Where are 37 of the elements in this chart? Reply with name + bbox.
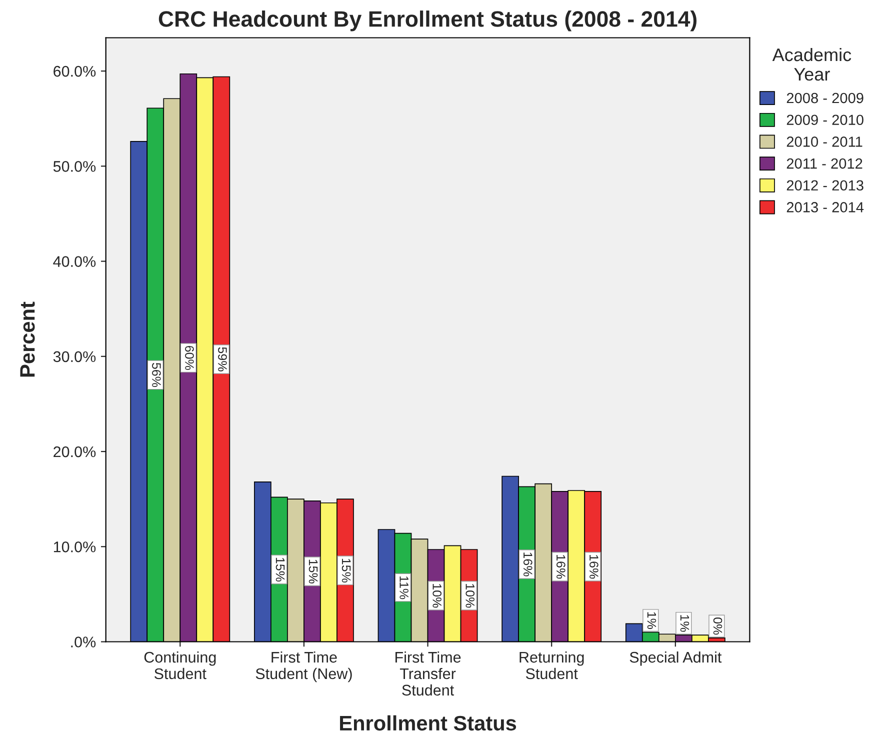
legend-title: Academic Year: [772, 48, 852, 81]
data-label: 59%: [218, 347, 227, 372]
legend-label: 2008 - 2009: [786, 92, 864, 104]
y-tick-label: 10.0%: [54, 542, 96, 552]
data-label: 0%: [713, 618, 722, 635]
data-label: 56%: [152, 362, 161, 388]
data-label: 1%: [647, 612, 656, 629]
y-tick-label: 60.0%: [54, 66, 96, 77]
x-tick-label: Returning Student: [520, 651, 584, 680]
data-label: 15%: [308, 560, 318, 584]
data-label: 11%: [400, 576, 408, 600]
x-tick-label: Continuing Student: [144, 651, 216, 680]
data-label: 16%: [523, 552, 532, 576]
y-tick-label: 50.0%: [53, 161, 96, 172]
chart-title: CRC Headcount By Enrollment Status (2008 - 2014): [158, 10, 696, 32]
y-tick-label: 20.0%: [54, 446, 96, 458]
data-label: 15%: [342, 558, 351, 582]
y-tick-label: 40.0%: [53, 256, 96, 267]
x-tick-label: First Time Student (New): [256, 651, 352, 682]
y-tick-label: .0%: [71, 636, 96, 648]
x-tick-label: Special Admit: [630, 651, 722, 666]
y-tick-label: 30.0%: [53, 351, 96, 362]
legend-label: 2012 - 2013: [786, 180, 864, 191]
data-label: 16%: [556, 555, 566, 579]
data-label: 60%: [185, 346, 194, 370]
legend-label: 2011 - 2012: [786, 158, 862, 169]
x-tick-label: First Time Transfer Student: [396, 651, 461, 696]
legend-label: 2009 - 2010: [786, 114, 864, 126]
legend-label: 2010 - 2011: [786, 136, 862, 147]
data-label: 10%: [432, 584, 442, 608]
data-label: 15%: [276, 558, 285, 582]
y-axis-title: Percent: [20, 302, 35, 377]
x-axis-title: Enrollment Status: [340, 715, 516, 731]
data-label: 10%: [466, 584, 475, 608]
legend-label: 2013 - 2014: [786, 202, 864, 212]
data-label: 16%: [590, 555, 598, 579]
data-label: 1%: [680, 615, 690, 632]
